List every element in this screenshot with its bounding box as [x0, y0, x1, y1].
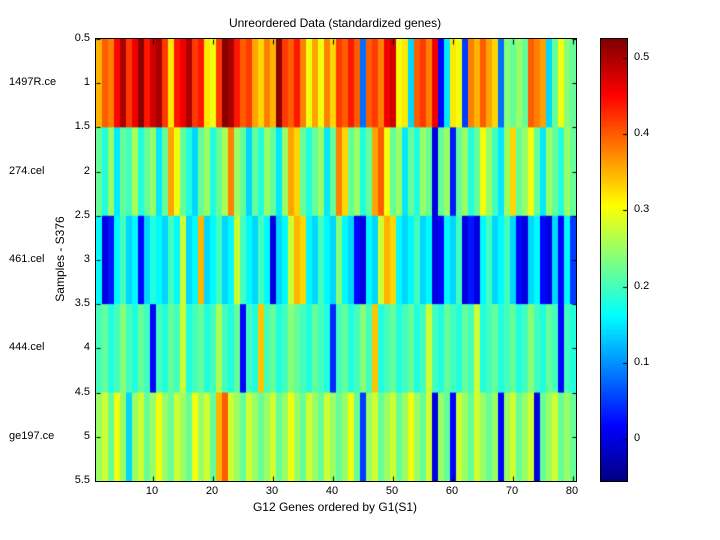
x-tick-label: 40: [325, 485, 339, 497]
y-tick-label: 2.5: [74, 208, 90, 221]
y-tick-label: 5.5: [74, 474, 90, 486]
row-label: 461.cel: [9, 253, 45, 265]
chart-title: Unreordered Data (standardized genes): [228, 16, 442, 30]
y-tick-label: 4: [83, 341, 90, 354]
y-tick-label: 4.5: [74, 385, 90, 398]
y-tick-label: 5: [83, 429, 90, 442]
y-tick-label: 1: [83, 76, 90, 89]
colorbar-tick-label: 0: [634, 432, 641, 445]
row-label: 274.cel: [9, 164, 45, 177]
row-label: ge197.ce: [9, 429, 55, 442]
row-label: 444.cel: [9, 341, 45, 354]
y-tick-label: 3: [83, 253, 90, 265]
x-tick-label: 80: [565, 485, 579, 497]
colorbar-tick-label: 0.1: [634, 355, 650, 368]
y-tick-label: 0.5: [74, 32, 90, 44]
x-tick-label: 60: [445, 485, 459, 497]
row-label: 1497R.ce: [9, 76, 57, 89]
x-axis-label: G12 Genes ordered by G1(S1): [252, 500, 418, 514]
x-tick-label: 50: [385, 485, 399, 497]
colorbar: [600, 38, 628, 482]
x-tick-label: 20: [205, 485, 219, 497]
heatmap-canvas: [96, 39, 576, 481]
colorbar-canvas: [601, 39, 627, 481]
x-tick-label: 70: [505, 485, 519, 497]
colorbar-tick-label: 0.4: [634, 127, 650, 140]
y-tick-label: 2: [83, 164, 90, 177]
y-tick-label: 1.5: [74, 120, 90, 133]
y-tick-label: 3.5: [74, 297, 90, 310]
colorbar-tick-label: 0.2: [634, 279, 650, 292]
colorbar-tick-label: 0.3: [634, 203, 650, 216]
colorbar-tick-label: 0.5: [634, 51, 650, 64]
heatmap-plot: [95, 38, 577, 482]
x-tick-label: 10: [145, 485, 159, 497]
x-tick-label: 30: [265, 485, 279, 497]
